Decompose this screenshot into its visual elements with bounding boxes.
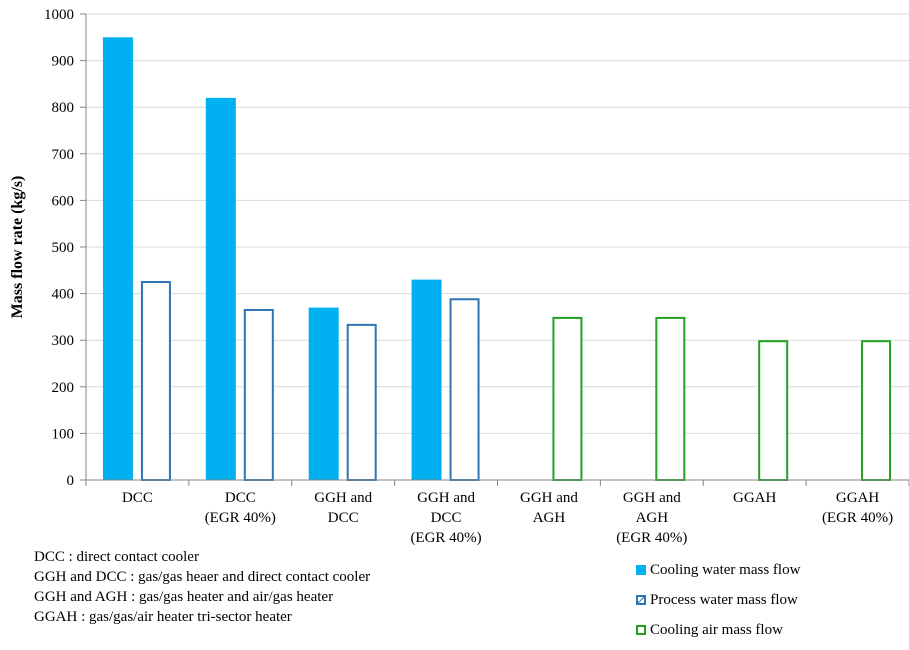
bar-process-water-mass-flow <box>243 308 274 481</box>
legend-item-process-water: Process water mass flow <box>636 590 800 610</box>
x-category-label-line: (EGR 40%) <box>822 510 893 526</box>
legend-swatch-cooling-air <box>636 625 646 635</box>
y-tick-label: 600 <box>52 193 75 209</box>
bar-process-water-mass-flow <box>140 281 171 481</box>
x-category-label: GGH and DCC <box>314 490 372 526</box>
legend-swatch-process-water <box>636 595 646 605</box>
note-ggh-agh: GGH and AGH : gas/gas heater and air/gas… <box>34 589 334 605</box>
legend-swatch-cooling-water <box>636 565 646 575</box>
y-axis-label: Mass flow rate (kg/s) <box>9 176 26 319</box>
x-category-label-line: (EGR 40%) <box>205 510 276 526</box>
x-category-label-line: GGH and <box>417 490 475 506</box>
note-dcc: DCC : direct contact cooler <box>34 549 199 565</box>
x-category-label-line: (EGR 40%) <box>410 530 481 546</box>
y-tick-labels: 0 100 200 300 400 500 600 700 800 900 1000 <box>44 7 74 489</box>
bar-cooling-air-mass-flow <box>758 340 789 482</box>
y-tick-label: 0 <box>67 473 75 489</box>
y-tick-label: 900 <box>52 54 75 70</box>
legend-label-cooling-water: Cooling water mass flow <box>650 561 801 578</box>
legend-label-cooling-air: Cooling air mass flow <box>650 621 783 638</box>
bar-cooling-water-mass-flow <box>411 279 442 480</box>
y-tick-label: 100 <box>52 426 75 442</box>
bar-cooling-air-mass-flow <box>552 316 583 481</box>
bar-cooling-water-mass-flow <box>102 37 133 481</box>
bar-cooling-water-mass-flow <box>205 97 236 480</box>
x-category-label-line: AGH <box>533 510 566 526</box>
y-tick-label: 200 <box>52 380 75 396</box>
abbreviation-notes: DCC : direct contact cooler GGH and DCC … <box>34 547 370 627</box>
legend-label-process-water: Process water mass flow <box>650 591 798 608</box>
legend-item-cooling-air: Cooling air mass flow <box>636 620 800 640</box>
note-ggh-dcc: GGH and DCC : gas/gas heaer and direct c… <box>34 569 371 585</box>
axes <box>80 13 909 486</box>
x-category-label: GGAH <box>733 490 776 506</box>
x-category-labels: DCC DCC (EGR 40%) GGH and DCC GGH and DCC (EGR … <box>122 490 893 546</box>
bar-process-water-mass-flow <box>449 298 480 482</box>
x-category-label-line: GGAH <box>836 490 879 506</box>
x-category-label: GGH and DCC (EGR 40%) <box>410 490 481 546</box>
x-category-label-line: GGH and <box>623 490 681 506</box>
x-category-label-line: (EGR 40%) <box>616 530 687 546</box>
bar-cooling-air-mass-flow <box>861 340 892 482</box>
y-tick-label: 500 <box>52 240 75 256</box>
x-category-label-line: GGH and <box>314 490 372 506</box>
x-category-label-line: DCC <box>225 490 256 506</box>
legend-item-cooling-water: Cooling water mass flow <box>636 560 800 580</box>
y-tick-label: 300 <box>52 333 75 349</box>
note-ggah: GGAH : gas/gas/air heater tri-sector hea… <box>34 609 292 625</box>
x-category-label-line: GGH and <box>520 490 578 506</box>
x-category-label-line: GGAH <box>733 490 776 506</box>
bar-process-water-mass-flow <box>346 323 377 482</box>
x-category-label-line: DCC <box>122 490 153 506</box>
x-category-label: GGAH (EGR 40%) <box>822 490 893 526</box>
y-tick-label: 1000 <box>44 7 74 23</box>
bar-cooling-air-mass-flow <box>655 316 686 481</box>
y-tick-label: 800 <box>52 100 75 116</box>
y-tick-label: 700 <box>52 147 75 163</box>
x-category-label-line: AGH <box>636 510 669 526</box>
x-category-label-line: DCC <box>328 510 359 526</box>
x-category-label: DCC <box>122 490 153 506</box>
x-category-label: GGH and AGH <box>520 490 578 526</box>
x-category-label: GGH and AGH (EGR 40%) <box>616 490 687 546</box>
y-tick-label: 400 <box>52 287 75 303</box>
legend: Cooling water mass flow Process water ma… <box>636 560 800 650</box>
x-category-label: DCC (EGR 40%) <box>205 490 276 526</box>
x-category-label-line: DCC <box>431 510 462 526</box>
bars <box>102 37 892 482</box>
bar-cooling-water-mass-flow <box>308 307 339 480</box>
